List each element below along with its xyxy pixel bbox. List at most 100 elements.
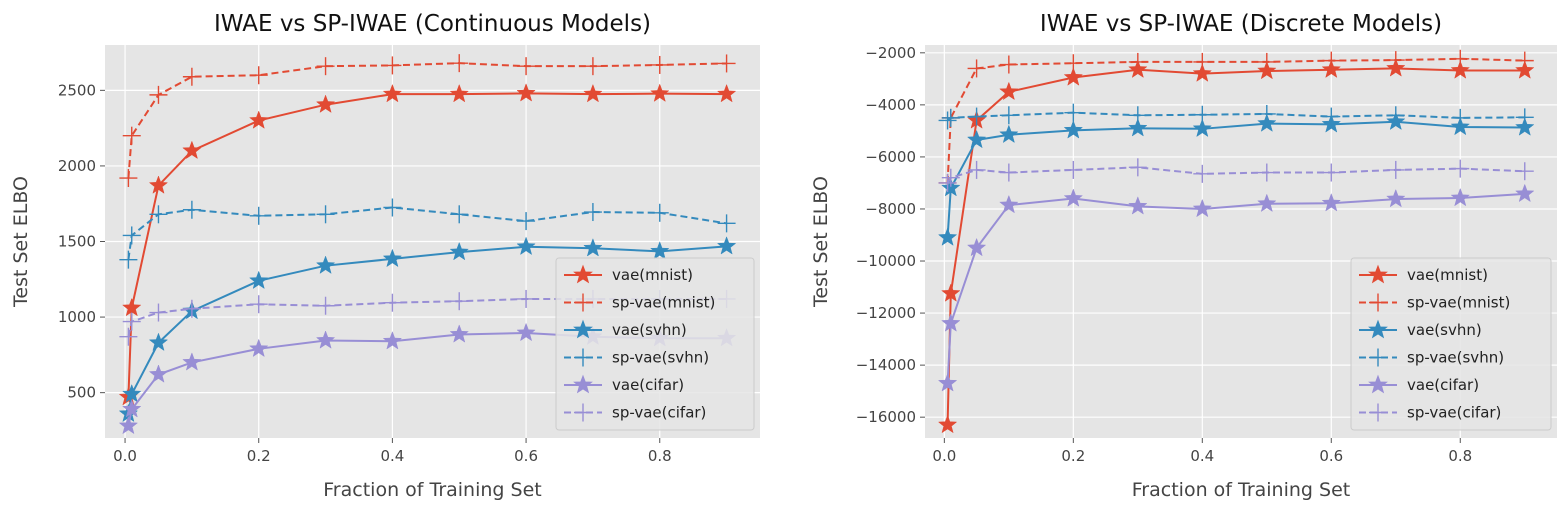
x-axis-label: Fraction of Training Set [1132,479,1350,501]
legend-entry: sp-vae(svhn) [1359,348,1504,367]
data-point [517,57,536,76]
data-point [119,250,138,269]
data-point [941,177,961,197]
data-point [122,383,142,403]
data-point [999,194,1019,214]
data-point [1064,103,1083,122]
y-tick-label: −14000 [856,356,916,374]
series-sp-vae(svhn) [119,198,736,269]
legend-marker [1368,319,1388,339]
data-point [1515,108,1534,127]
data-point [1257,193,1277,213]
data-point [449,241,469,261]
data-point [316,57,335,76]
data-point [1321,193,1341,212]
data-point [1322,163,1341,182]
legend-entry: sp-vae(mnist) [1359,293,1510,312]
data-point [1450,187,1470,207]
data-point [941,108,960,127]
data-point [1386,160,1405,179]
data-point [1128,106,1147,125]
data-point [450,205,469,224]
legend-label: vae(mnist) [1407,266,1488,284]
legend-marker [1368,264,1388,284]
data-point [941,313,961,332]
data-point [1515,117,1535,136]
legend-label: vae(svhn) [1407,321,1482,339]
data-point [516,83,536,102]
x-tick-label: 0.4 [1190,447,1214,465]
data-point [583,238,603,257]
legend-entry: vae(cifar) [564,374,684,394]
data-point [999,106,1018,125]
data-point [122,297,142,317]
data-point [122,126,141,145]
data-point [583,203,602,222]
data-point [967,107,986,126]
data-point [716,236,737,255]
legend-entry: vae(mnist) [1359,264,1488,284]
legend-label: sp-vae(mnist) [612,294,715,312]
data-point [999,124,1019,144]
chart-panel-1: 0.0 0.2 0.4 0.6 0.8 500 1000 1500 2000 2500 IWAE v… [10,11,760,501]
series-sp-vae(mnist) [119,54,736,188]
series-line [127,245,727,414]
data-point [119,327,138,346]
x-axis-label: Fraction of Training Set [323,479,541,501]
y-tick-label: −10000 [856,252,916,270]
data-point [249,270,269,290]
data-point [1515,162,1534,181]
data-point [1322,107,1341,126]
data-point [1257,52,1276,71]
data-point [316,205,335,224]
data-point [315,255,336,274]
data-point [583,83,603,103]
series-line [946,57,1525,183]
legend-label: sp-vae(cifar) [612,404,706,422]
legend-label: sp-vae(cifar) [1407,404,1501,422]
data-point [941,283,961,302]
legend-marker [573,264,593,284]
data-point [1192,198,1213,218]
data-point [650,241,670,260]
legend-marker [573,374,593,394]
data-point [967,160,986,179]
data-point [149,303,168,322]
data-point [316,296,335,315]
data-point [1063,67,1084,86]
data-point [1128,196,1148,215]
data-point [383,293,402,312]
legend-entry: sp-vae(mnist) [564,293,715,312]
data-point [449,324,469,343]
data-point [1386,106,1405,125]
data-point [249,295,268,314]
data-point [937,227,958,246]
legend: vae(mnist) sp-vae(mnist) vae(svhn) sp-vae(s… [1350,257,1552,431]
legend-entry: vae(cifar) [1359,374,1479,394]
y-tick-label: −16000 [856,408,916,426]
data-point [1064,160,1083,179]
y-tick-label: 2000 [58,157,96,175]
data-point [1451,108,1470,127]
legend-marker [574,293,592,312]
data-point [182,299,201,318]
data-point [517,289,536,308]
data-point [1515,183,1535,203]
x-tick-label: 0.4 [380,447,404,465]
series-line [127,92,727,398]
data-point [148,364,169,383]
series-line [946,166,1525,184]
data-point [517,212,536,231]
data-point [382,248,403,268]
data-point [938,173,957,192]
x-tick-label: 0.8 [648,447,672,465]
data-point [315,330,336,349]
legend-box [555,257,755,431]
legend-marker [1369,403,1387,422]
data-point [1386,51,1405,70]
data-point [383,198,402,217]
data-point [999,55,1018,74]
legend-marker [574,348,592,367]
legend: vae(mnist) sp-vae(mnist) vae(svhn) sp-vae(s… [555,257,755,431]
legend-marker [574,403,592,422]
